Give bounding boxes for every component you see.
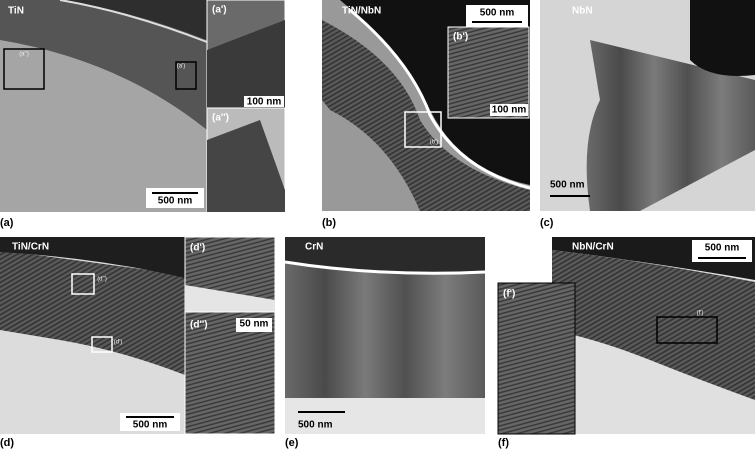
inset xyxy=(447,26,530,119)
box xyxy=(71,273,95,295)
box xyxy=(404,111,442,148)
scale-bar-label: 100 nm xyxy=(492,105,527,116)
scale-bar-label: 500 nm xyxy=(480,8,515,19)
scale-bar-label: 500 nm xyxy=(133,420,168,431)
box-label: (d') xyxy=(114,340,122,346)
panel-title: NbN xyxy=(572,6,593,17)
interface xyxy=(349,8,531,190)
inset-label: (d') xyxy=(190,243,205,254)
top-layer xyxy=(285,237,485,273)
film xyxy=(586,40,755,211)
box-label: (b') xyxy=(430,140,438,146)
scale-bar-bg xyxy=(692,240,752,262)
panel-label: (d) xyxy=(0,437,14,449)
interface xyxy=(284,260,486,275)
box-label: (d'') xyxy=(97,277,107,283)
panel-label: (f) xyxy=(498,437,509,449)
top-layer xyxy=(690,0,755,76)
top-layer xyxy=(0,237,185,278)
panel-title: TiN xyxy=(8,6,24,17)
inset-label: (a'') xyxy=(212,113,229,124)
box xyxy=(91,336,113,353)
top-layer xyxy=(60,0,207,40)
inset-label: (d'') xyxy=(190,320,208,331)
box-label: (a') xyxy=(177,64,185,70)
scale-bar-label: 500 nm xyxy=(705,243,740,254)
panel-label: (e) xyxy=(285,437,299,449)
panel-d: (d'') (d') TiN/CrN 500 nm (d') (d'') 50 … xyxy=(0,236,276,449)
scale-bar-label: 500 nm xyxy=(550,180,585,191)
box-label: (a'') xyxy=(19,52,29,58)
box xyxy=(656,316,718,344)
inset-detail xyxy=(185,285,275,312)
inset-label: (a') xyxy=(212,5,227,16)
panel-title: TiN/NbN xyxy=(342,6,381,17)
film xyxy=(552,250,755,400)
panel-e: CrN 500 nm (e) xyxy=(284,237,486,449)
panel-b: (b') TiN/NbN (b') 100 nm 500 nm (b) xyxy=(322,0,531,229)
box xyxy=(175,61,197,90)
inset xyxy=(497,282,576,435)
film xyxy=(322,20,530,211)
scale-bar-label: 500 nm xyxy=(298,420,333,431)
scale-bar-label: 50 nm xyxy=(240,319,269,330)
panel-title: NbN/CrN xyxy=(572,242,614,253)
film xyxy=(0,250,185,375)
film xyxy=(0,0,207,130)
inset xyxy=(184,311,276,435)
panel-title: CrN xyxy=(305,242,323,253)
scale-bar-label: 100 nm xyxy=(247,97,282,108)
inset-detail xyxy=(207,20,285,108)
panel-f: (f') NbN/CrN 500 nm (f') (f) xyxy=(497,237,755,449)
panel-c: NbN 500 nm (c) xyxy=(540,0,755,229)
interface xyxy=(59,0,208,43)
scale-bar-bg xyxy=(244,96,284,107)
scale-bar-bg xyxy=(490,104,528,116)
panel-label: (b) xyxy=(322,217,336,229)
panel-title: TiN/CrN xyxy=(12,242,49,253)
film xyxy=(285,262,485,398)
panel-a: (a'') (a') TiN 500 nm (a') 100 nm (a'') … xyxy=(0,0,286,229)
box-label: (f') xyxy=(697,311,704,317)
inset-label: (f') xyxy=(503,289,515,300)
scale-bar-label: 500 nm xyxy=(158,196,193,207)
inset-detail xyxy=(207,120,285,212)
box xyxy=(3,48,45,90)
panel-label: (a) xyxy=(0,217,14,229)
scale-bar-bg xyxy=(236,318,272,332)
panel-label: (c) xyxy=(540,217,554,229)
inset-label: (b') xyxy=(453,32,468,43)
